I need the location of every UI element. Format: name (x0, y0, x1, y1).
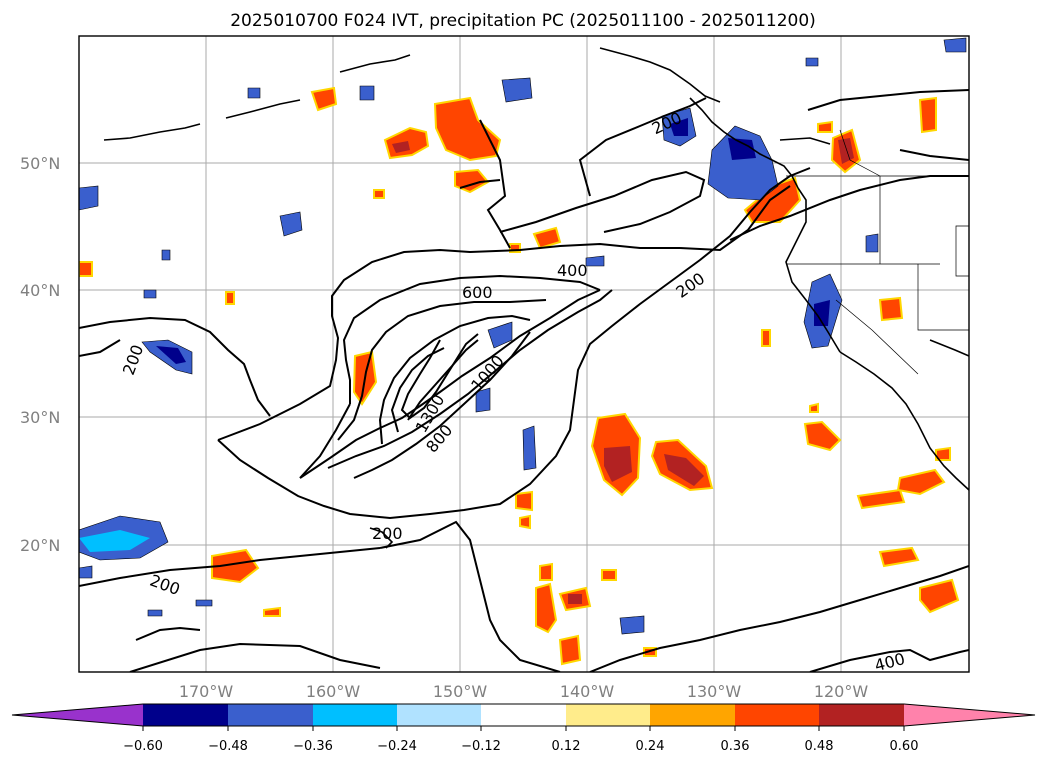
ivt-contours (79, 89, 969, 672)
colorbar-segment (735, 704, 820, 726)
longitude-labels: 170°W 160°W 150°W 140°W 130°W 120°W (179, 682, 869, 701)
coastlines (103, 47, 969, 549)
lat-label: 50°N (20, 154, 60, 173)
colorbar-tick-label: −0.60 (123, 739, 163, 754)
colorbar-segment (228, 704, 313, 726)
contour-label: 600 (462, 283, 493, 302)
colorbar-tick-label: 0.48 (805, 739, 834, 754)
lon-label: 140°W (560, 682, 615, 701)
colorbar-tick-label: −0.36 (293, 739, 333, 754)
lat-label: 20°N (20, 536, 60, 555)
colorbar-tick-label: −0.12 (461, 739, 501, 754)
colorbar-tick-label: 0.24 (636, 739, 665, 754)
contour-label: 400 (557, 261, 588, 280)
colorbar-segment (481, 704, 566, 726)
lat-label: 40°N (20, 281, 60, 300)
colorbar: −0.60 −0.48 −0.36 −0.24 −0.12 0.12 0.24 … (11, 703, 1036, 754)
colorbar-ticks (142, 726, 905, 731)
colorbar-tick-label: 0.36 (721, 739, 750, 754)
colorbar-segment (819, 704, 904, 726)
colorbar-segment (650, 704, 735, 726)
contour-label: 400 (873, 649, 907, 675)
negative-anomaly-areas (79, 37, 967, 635)
colorbar-tick-label: −0.48 (208, 739, 248, 754)
lon-label: 130°W (687, 682, 742, 701)
lon-label: 120°W (814, 682, 869, 701)
map-title: 2025010700 F024 IVT, precipitation PC (2… (230, 11, 816, 31)
colorbar-tick-label: −0.24 (377, 739, 417, 754)
latitude-labels: 50°N 40°N 30°N 20°N (20, 154, 60, 555)
colorbar-segment (566, 704, 651, 726)
lat-label: 30°N (20, 408, 60, 427)
map-frame (78, 35, 970, 673)
colorbar-extend-left (12, 704, 143, 726)
colorbar-extend-right (904, 704, 1035, 726)
lon-label: 170°W (179, 682, 234, 701)
lon-label: 160°W (306, 682, 361, 701)
colorbar-tick-label: 0.60 (890, 739, 919, 754)
colorbar-segment (397, 704, 482, 726)
colorbar-segment (313, 704, 398, 726)
map-panel: 200 400 600 800 1000 1300 200 200 200 20… (78, 35, 970, 675)
colorbar-tick-label: 0.12 (552, 739, 581, 754)
colorbar-segment (143, 704, 228, 726)
lon-label: 150°W (433, 682, 488, 701)
contour-label: 200 (372, 524, 403, 543)
